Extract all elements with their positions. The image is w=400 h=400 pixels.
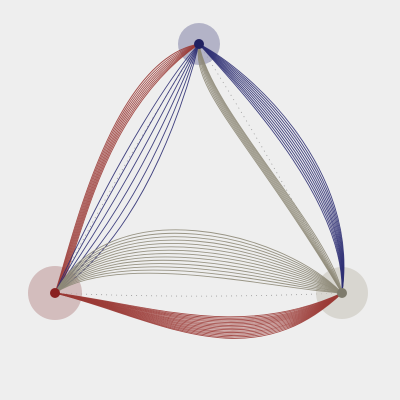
bundle-top-left [54,43,200,294]
bundle-line [198,43,343,294]
bundle-line [54,43,200,294]
bundle-line [198,43,343,294]
node-top [194,39,204,49]
bundle-line [54,269,343,294]
bundle-top-right [198,43,345,294]
bundle-left-right [54,292,343,339]
bundle-line [54,266,343,294]
bundle-line [54,43,200,294]
bundle-line [54,232,343,294]
node-left [50,288,60,298]
bundle-line [198,43,343,294]
bundle-line [54,43,200,294]
bundle-line [54,263,343,294]
nodes [50,39,347,298]
bundle-line [54,253,343,294]
bundle-line [54,243,343,294]
bundle-line [198,43,343,294]
bundle-line [54,43,200,294]
node-right [337,288,347,298]
bundle-line [54,292,343,318]
bundle-line [54,43,200,294]
bundle-line [198,43,343,294]
bundle-line [54,43,200,294]
bundle-line [197,43,343,294]
bundle-line [54,43,200,294]
bundle-top-right [197,43,343,294]
bundle-line [54,259,343,294]
outline-segment [54,43,200,294]
bundle-line [198,43,343,294]
bundle-line [54,246,343,294]
bundle-line [54,239,343,294]
bundle-line [198,43,344,294]
bundle-line [54,249,343,294]
bundle-line [54,43,200,294]
bundle-line [54,43,200,294]
bundle-line [54,236,343,294]
edge-bundles [54,43,345,339]
bundle-line [54,43,200,294]
bundle-line [54,256,343,294]
bundle-line [54,43,200,294]
outline-segment [54,292,343,297]
bundle-line [198,43,343,294]
bundle-line [198,43,343,294]
bundle-top-left [54,43,200,294]
bundle-line [54,43,200,294]
bundle-left-right [54,229,343,294]
bundle-line [198,43,343,294]
bundle-line [198,43,343,294]
bundle-line [54,43,200,294]
bundle-line [54,229,343,294]
bundle-line [54,272,343,294]
bundle-line [54,43,200,294]
bundle-line [198,43,343,294]
